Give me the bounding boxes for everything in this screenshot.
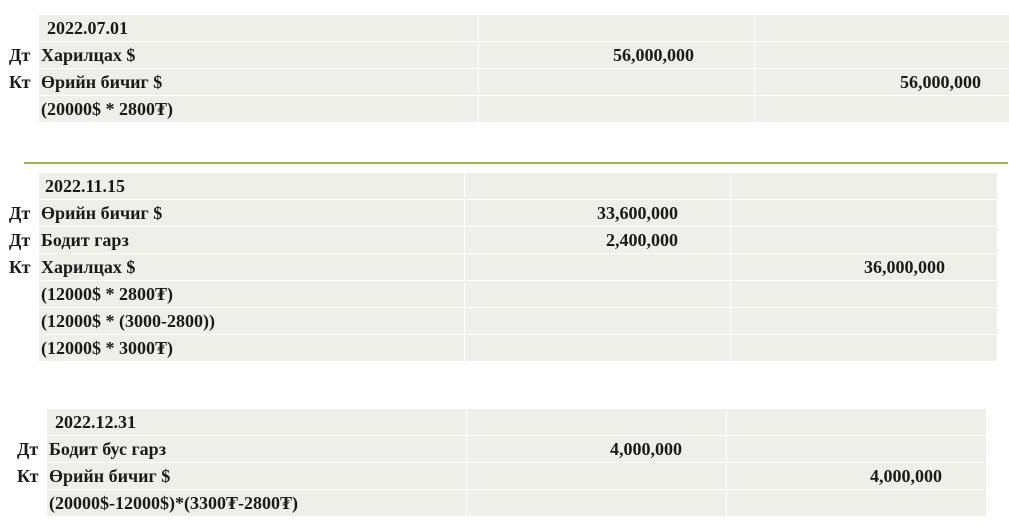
credit-amount [730, 226, 998, 254]
calculation-note: (20000$-12000$)*(3300₮-2800₮) [46, 489, 467, 517]
account-name: Өрийн бичиг $ [46, 462, 467, 490]
entry-type-cell [4, 172, 39, 200]
entry-type [4, 95, 39, 123]
table-row: Дт Бодит гарз 2,400,000 [4, 226, 998, 254]
table-row: (20000$ * 2800₮) [4, 95, 1009, 123]
entry-type: Дт [4, 41, 39, 69]
debit-amount: 4,000,000 [466, 435, 727, 463]
account-name: Бодит бус гарз [46, 435, 467, 463]
debit-amount: 33,600,000 [464, 199, 731, 227]
debit-amount [464, 280, 731, 308]
credit-amount [726, 435, 987, 463]
entry-type [4, 334, 39, 362]
entry-type: Кт [4, 68, 39, 96]
calculation-note: (12000$ * 3000₮) [38, 334, 465, 362]
table-row: (20000$-12000$)*(3300₮-2800₮) [12, 489, 987, 517]
debit-amount: 2,400,000 [464, 226, 731, 254]
calculation-note: (12000$ * 2800₮) [38, 280, 465, 308]
entry-date: 2022.11.15 [38, 172, 465, 200]
debit-amount [466, 489, 727, 517]
table-row: (12000$ * 3000₮) [4, 334, 998, 362]
table-row: Кт Өрийн бичиг $ 56,000,000 [4, 68, 1009, 96]
debit-cell [466, 408, 727, 436]
table-row: Кт Өрийн бичиг $ 4,000,000 [12, 462, 987, 490]
credit-cell [730, 172, 998, 200]
debit-amount [464, 253, 731, 281]
debit-amount [478, 95, 755, 123]
credit-amount: 56,000,000 [754, 68, 1009, 96]
account-name: Харилцах $ [38, 253, 465, 281]
calculation-note: (20000$ * 2800₮) [38, 95, 479, 123]
entry-type-cell [12, 408, 47, 436]
table-row: Дт Бодит бус гарз 4,000,000 [12, 435, 987, 463]
entry-type: Кт [12, 462, 47, 490]
section-divider [24, 162, 1008, 164]
credit-amount [726, 489, 987, 517]
journal-entry-1: 2022.07.01 Дт Харилцах $ 56,000,000 Кт Ө… [4, 14, 1009, 123]
account-name: Өрийн бичиг $ [38, 199, 465, 227]
calculation-note: (12000$ * (3000-2800)) [38, 307, 465, 335]
table-row: 2022.07.01 [4, 14, 1009, 42]
entry-type: Дт [4, 226, 39, 254]
journal-entry-3: 2022.12.31 Дт Бодит бус гарз 4,000,000 К… [12, 408, 987, 517]
account-name: Бодит гарз [38, 226, 465, 254]
credit-amount: 36,000,000 [730, 253, 998, 281]
debit-amount [464, 334, 731, 362]
debit-cell [464, 172, 731, 200]
account-name: Өрийн бичиг $ [38, 68, 479, 96]
entry-type: Кт [4, 253, 39, 281]
credit-amount [754, 41, 1009, 69]
entry-type [4, 280, 39, 308]
debit-cell [478, 14, 755, 42]
credit-amount [730, 307, 998, 335]
entry-type [12, 489, 47, 517]
credit-cell [754, 14, 1009, 42]
entry-date: 2022.12.31 [46, 408, 467, 436]
debit-amount [478, 68, 755, 96]
credit-amount [730, 334, 998, 362]
journal-entry-2: 2022.11.15 Дт Өрийн бичиг $ 33,600,000 Д… [4, 172, 998, 362]
table-row: (12000$ * 2800₮) [4, 280, 998, 308]
table-row: Кт Харилцах $ 36,000,000 [4, 253, 998, 281]
credit-amount [730, 280, 998, 308]
debit-amount: 56,000,000 [478, 41, 755, 69]
table-row: 2022.12.31 [12, 408, 987, 436]
debit-amount [464, 307, 731, 335]
account-name: Харилцах $ [38, 41, 479, 69]
table-row: (12000$ * (3000-2800)) [4, 307, 998, 335]
entry-type [4, 307, 39, 335]
table-row: Дт Харилцах $ 56,000,000 [4, 41, 1009, 69]
entry-type: Дт [12, 435, 47, 463]
credit-cell [726, 408, 987, 436]
table-row: Дт Өрийн бичиг $ 33,600,000 [4, 199, 998, 227]
credit-amount: 4,000,000 [726, 462, 987, 490]
entry-type-cell [4, 14, 39, 42]
credit-amount [754, 95, 1009, 123]
entry-date: 2022.07.01 [38, 14, 479, 42]
credit-amount [730, 199, 998, 227]
table-row: 2022.11.15 [4, 172, 998, 200]
entry-type: Дт [4, 199, 39, 227]
debit-amount [466, 462, 727, 490]
